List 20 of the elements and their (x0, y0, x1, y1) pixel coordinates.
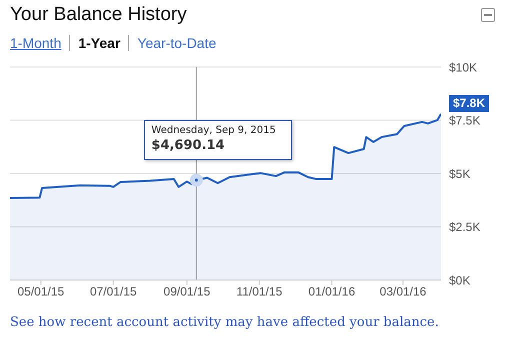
tooltip: Wednesday, Sep 9, 2015 $4,690.14 (144, 120, 292, 160)
annotation: Wednesday, Sep 9, 2015 (151, 125, 277, 136)
text: 1-Month (10, 35, 62, 51)
x-tick-label: 11/01/15 (236, 284, 283, 299)
y-tick-label: $2.5K (449, 220, 480, 234)
annotation: $4,690.14 (151, 138, 226, 153)
y-tick-label: $0K (449, 273, 470, 288)
x-tick-label: 01/01/16 (308, 284, 356, 299)
y-tick-label: $7.5K (449, 114, 480, 128)
x-tick-label: 05/01/15 (18, 284, 65, 299)
text: See how recent account activity may have affected your balance. (10, 315, 439, 330)
y-tick-label: $5K (449, 166, 470, 181)
x-tick-label: 03/01/16 (380, 284, 427, 299)
chart-title: Your Balance History (10, 4, 187, 26)
value-tag: $7.8K (449, 94, 490, 112)
x-tick-label: 07/01/15 (90, 284, 137, 299)
text: 1-Year (78, 35, 120, 51)
x-tick-label: 09/01/15 (164, 284, 211, 299)
text: Year-to-Date (137, 35, 216, 51)
y-tick-label: $10K (449, 60, 478, 74)
